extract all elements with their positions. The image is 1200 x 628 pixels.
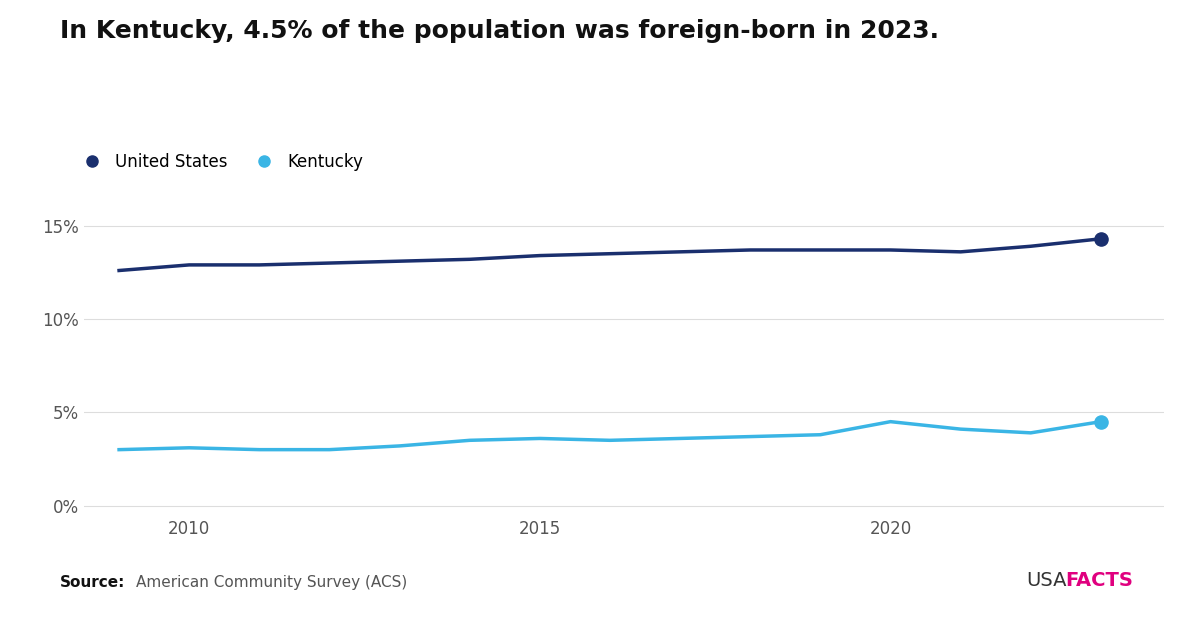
Text: FACTS: FACTS [1066,571,1134,590]
Legend: United States, Kentucky: United States, Kentucky [68,146,370,178]
Text: Source:: Source: [60,575,125,590]
Text: In Kentucky, 4.5% of the population was foreign-born in 2023.: In Kentucky, 4.5% of the population was … [60,19,940,43]
Point [1091,416,1110,426]
Text: American Community Survey (ACS): American Community Survey (ACS) [136,575,407,590]
Text: USA: USA [1026,571,1067,590]
Point [1091,234,1110,244]
